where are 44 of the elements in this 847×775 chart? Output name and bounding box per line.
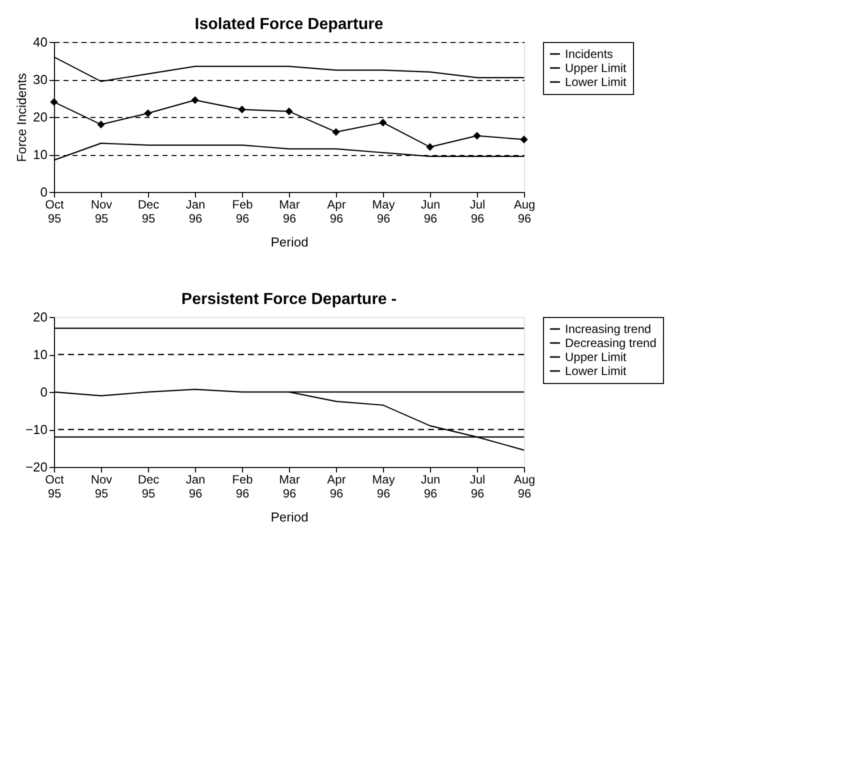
y-tick-label: 0 bbox=[40, 184, 48, 200]
x-tick-label: Jul 96 bbox=[470, 472, 486, 500]
legend-label: Incidents bbox=[565, 47, 614, 61]
legend-label: Lower Limit bbox=[565, 75, 628, 89]
x-tick-label: Oct 95 bbox=[45, 198, 64, 226]
y-tick-label: −10 bbox=[25, 422, 48, 437]
x-tick-label: Nov 95 bbox=[90, 472, 112, 500]
y-tick-label: 10 bbox=[33, 347, 48, 362]
y-tick-label: 30 bbox=[33, 72, 48, 87]
x-tick-label: Dec 95 bbox=[138, 472, 160, 500]
x-tick-label: Dec 95 bbox=[138, 198, 160, 226]
x-tick-label: May 96 bbox=[372, 472, 395, 500]
chart-title: Persistent Force Departure - bbox=[181, 291, 397, 308]
x-tick-label: Aug 96 bbox=[514, 198, 536, 226]
y-tick-label: 40 bbox=[33, 34, 48, 50]
x-axis-title: Period bbox=[270, 510, 308, 524]
x-tick-label: Nov 95 bbox=[90, 198, 112, 226]
chart-title: Isolated Force Departure bbox=[194, 16, 384, 33]
x-tick-label: Jul 96 bbox=[470, 198, 486, 226]
x-tick-label: Jun 96 bbox=[420, 472, 440, 500]
y-tick-label: 0 bbox=[40, 384, 48, 400]
legend-label: Increasing trend bbox=[565, 322, 652, 336]
y-tick-label: 20 bbox=[33, 310, 48, 324]
legend-label: Upper Limit bbox=[565, 350, 628, 364]
x-tick-label: Apr 96 bbox=[327, 198, 346, 226]
y-axis-title: Force Incidents bbox=[14, 72, 30, 162]
legend-label: Lower Limit bbox=[565, 364, 628, 378]
x-axis-title: Period bbox=[270, 234, 308, 250]
x-tick-label: Feb 96 bbox=[232, 472, 254, 500]
x-tick-label: Oct 95 bbox=[45, 472, 64, 500]
x-tick-label: Jan 96 bbox=[186, 198, 206, 226]
x-tick-label: May 96 bbox=[372, 198, 395, 226]
x-tick-label: Jan 96 bbox=[186, 472, 206, 500]
x-tick-label: Jun 96 bbox=[420, 198, 440, 226]
x-tick-label: Aug 96 bbox=[514, 472, 536, 500]
x-tick-label: Feb 96 bbox=[232, 198, 254, 226]
legend-label: Upper Limit bbox=[565, 61, 628, 75]
legend-label: Decreasing trend bbox=[565, 336, 656, 350]
y-tick-label: 10 bbox=[33, 147, 48, 162]
x-tick-label: Mar 96 bbox=[279, 198, 300, 226]
x-tick-label: Mar 96 bbox=[279, 472, 300, 500]
y-tick-label: 20 bbox=[33, 110, 48, 124]
x-tick-label: Apr 96 bbox=[327, 472, 346, 500]
y-tick-label: −20 bbox=[25, 460, 48, 474]
